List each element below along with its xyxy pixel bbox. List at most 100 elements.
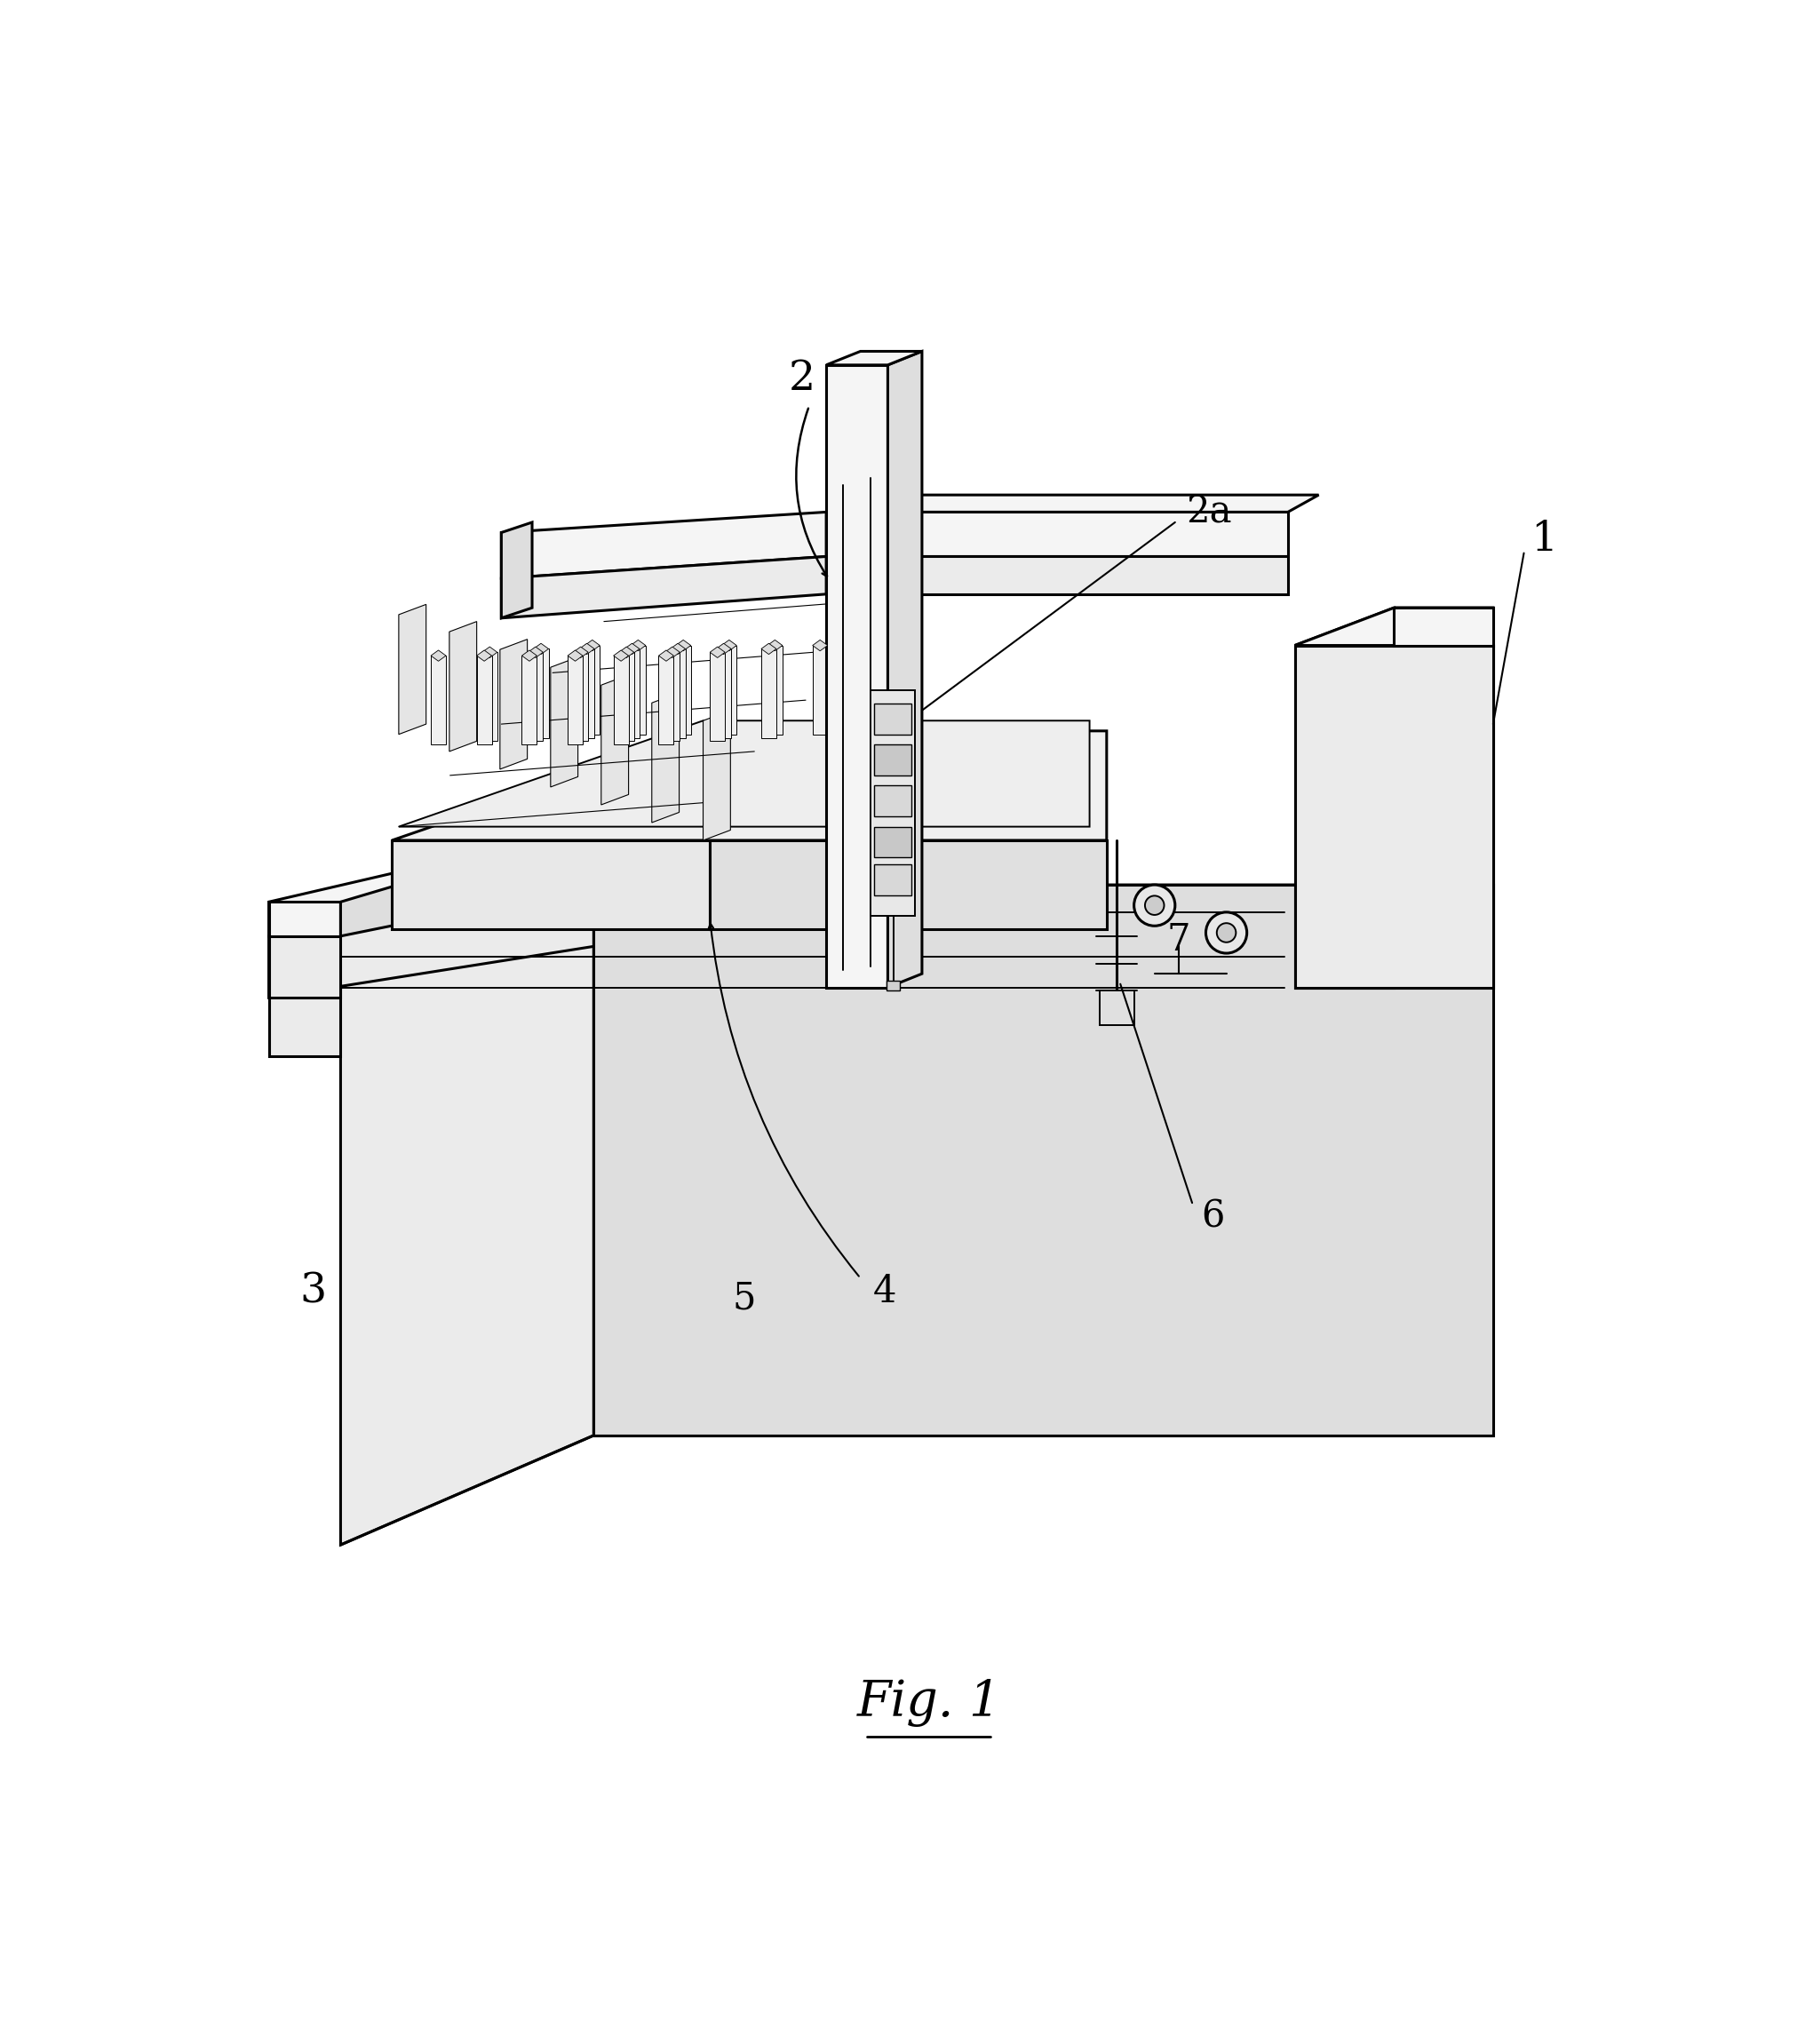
Polygon shape [580,644,595,654]
Polygon shape [812,646,827,734]
Polygon shape [567,650,582,660]
Polygon shape [703,711,731,840]
Polygon shape [500,640,528,769]
Polygon shape [602,675,629,805]
Polygon shape [580,648,595,738]
Polygon shape [711,652,725,742]
Polygon shape [761,648,776,738]
Polygon shape [658,650,674,660]
Polygon shape [502,523,531,617]
Polygon shape [870,691,916,916]
Circle shape [1217,924,1236,942]
Polygon shape [268,826,593,936]
Polygon shape [431,656,446,744]
Polygon shape [658,656,674,744]
Text: Fig. 1: Fig. 1 [858,1678,1001,1727]
Polygon shape [874,785,912,816]
Polygon shape [477,656,491,744]
Polygon shape [827,366,888,987]
Polygon shape [533,644,549,654]
Text: 2a: 2a [1186,493,1233,531]
Polygon shape [522,650,537,660]
Text: 7: 7 [1168,922,1191,959]
Polygon shape [528,646,544,658]
Polygon shape [887,981,899,991]
Polygon shape [268,936,341,987]
Text: 1: 1 [1530,519,1557,560]
Polygon shape [573,646,587,658]
Polygon shape [593,885,1494,1435]
Polygon shape [631,646,645,734]
Polygon shape [1100,991,1133,1024]
Polygon shape [613,650,629,660]
Polygon shape [399,722,1090,826]
Polygon shape [392,840,711,930]
Polygon shape [533,648,549,738]
Polygon shape [268,885,593,997]
Polygon shape [567,656,582,744]
Polygon shape [399,605,426,734]
Polygon shape [827,352,923,366]
Polygon shape [551,656,578,787]
Polygon shape [618,646,635,658]
Polygon shape [665,646,680,658]
Polygon shape [341,826,593,936]
Polygon shape [586,646,600,734]
Polygon shape [502,513,827,578]
Polygon shape [711,646,725,658]
Polygon shape [482,652,497,742]
Polygon shape [1294,646,1494,987]
Polygon shape [1394,607,1494,646]
Polygon shape [761,644,776,654]
Polygon shape [450,621,477,752]
Polygon shape [874,744,912,775]
Text: 4: 4 [872,1273,896,1310]
Polygon shape [671,644,685,654]
Polygon shape [502,556,827,617]
Polygon shape [522,656,537,744]
Polygon shape [671,648,685,738]
Circle shape [1206,912,1247,953]
Polygon shape [711,840,1106,930]
Polygon shape [573,652,587,742]
Polygon shape [767,640,783,650]
Polygon shape [586,640,600,650]
Polygon shape [827,513,1287,556]
Polygon shape [268,936,341,997]
Polygon shape [624,648,640,738]
Polygon shape [431,650,446,660]
Polygon shape [827,556,1287,595]
Polygon shape [477,650,491,660]
Text: 5: 5 [732,1280,756,1316]
Polygon shape [1294,646,1494,987]
Polygon shape [827,495,1318,513]
Polygon shape [341,885,1494,987]
Polygon shape [665,652,680,742]
Text: 6: 6 [1200,1198,1224,1235]
Polygon shape [268,901,341,936]
Polygon shape [613,656,629,744]
Polygon shape [874,865,912,895]
Polygon shape [268,987,341,1057]
Text: 2: 2 [789,358,816,399]
Polygon shape [722,640,736,650]
Polygon shape [1294,607,1394,987]
Circle shape [1146,895,1164,916]
Polygon shape [1294,607,1494,646]
Polygon shape [676,646,691,734]
Polygon shape [1294,607,1494,646]
Polygon shape [653,693,680,822]
Polygon shape [874,703,912,734]
Text: 3: 3 [299,1271,326,1312]
Polygon shape [767,646,783,734]
Polygon shape [722,646,736,734]
Polygon shape [676,640,691,650]
Polygon shape [528,652,544,742]
Polygon shape [618,652,635,742]
Polygon shape [874,826,912,858]
Polygon shape [716,644,731,654]
Polygon shape [624,644,640,654]
Polygon shape [392,732,1106,840]
Circle shape [1133,885,1175,926]
Polygon shape [888,352,923,987]
